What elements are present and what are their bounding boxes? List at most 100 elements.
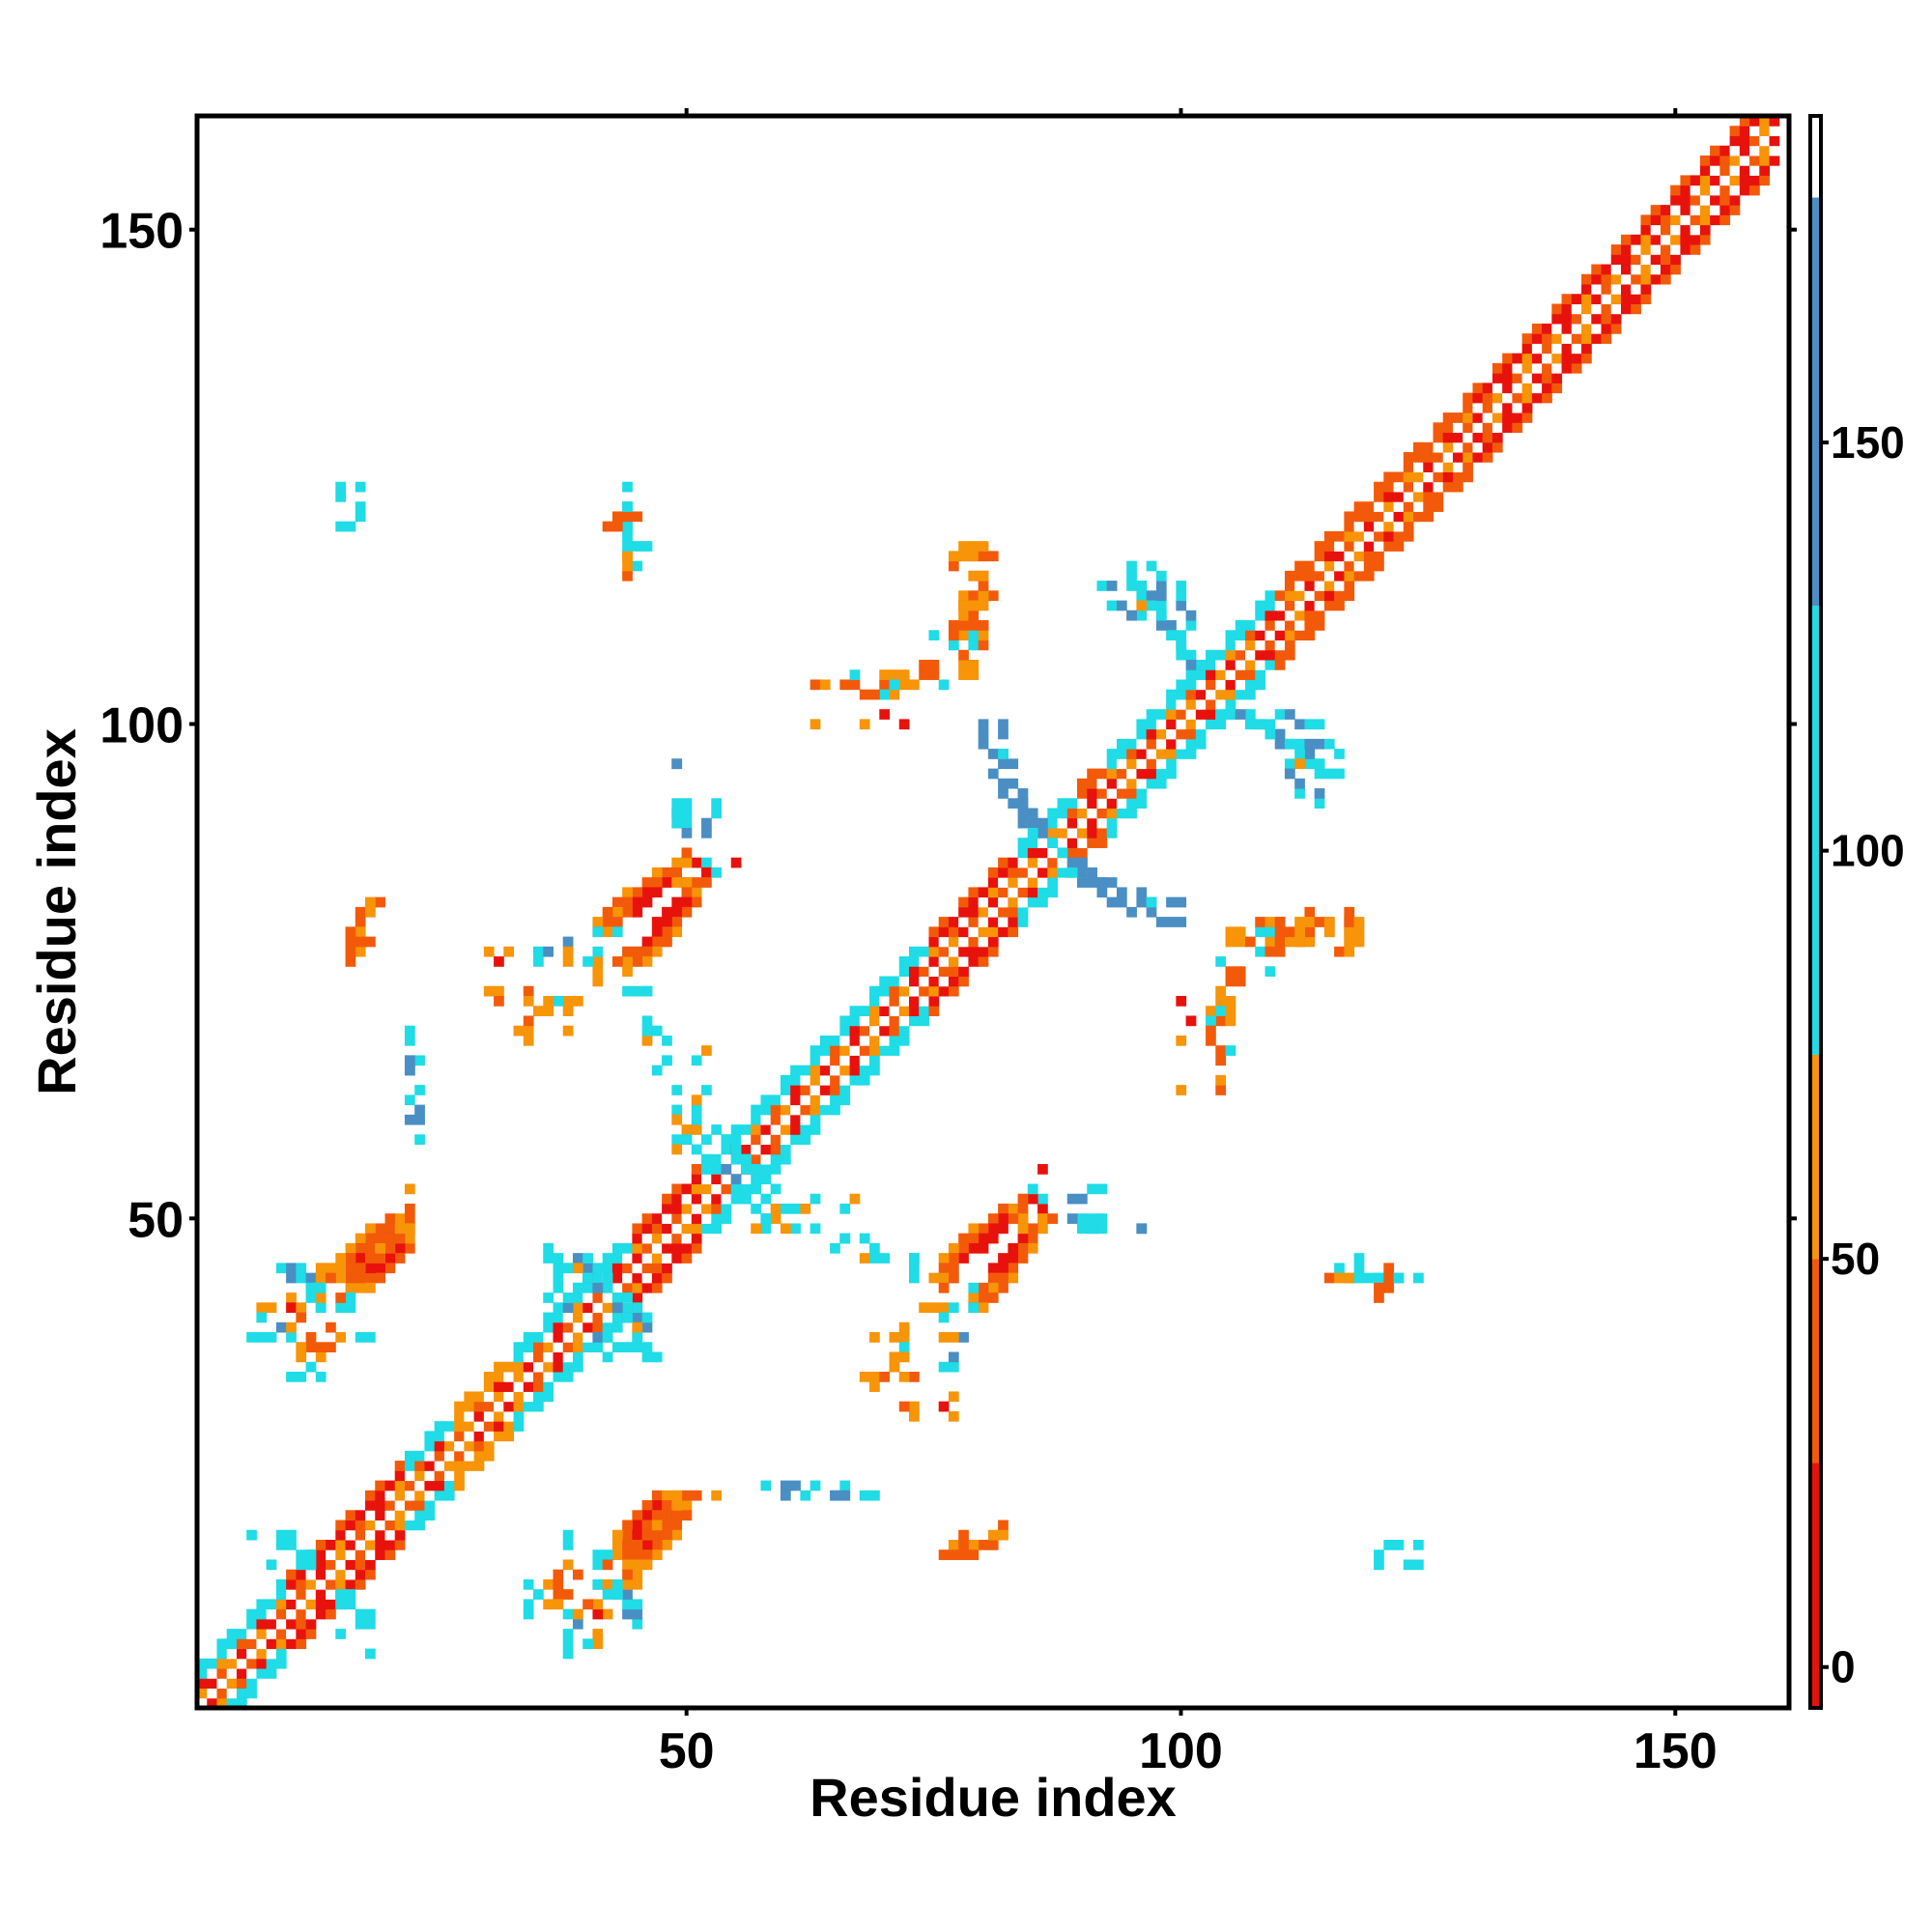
heatmap-cell <box>780 1094 791 1106</box>
heatmap-cell <box>1264 917 1276 927</box>
heatmap-cell <box>1699 165 1711 176</box>
heatmap-cell <box>1047 808 1059 819</box>
heatmap-cell <box>443 1440 455 1452</box>
y-tick-label: 100 <box>99 698 184 754</box>
heatmap-cell <box>938 1312 950 1323</box>
heatmap-cell <box>622 1520 633 1531</box>
heatmap-cell <box>454 1410 465 1422</box>
heatmap-cell <box>691 896 702 908</box>
heatmap-cell <box>1640 284 1652 295</box>
heatmap-cell <box>1719 145 1731 156</box>
heatmap-cell <box>355 1608 366 1620</box>
heatmap-cell <box>1403 1559 1414 1571</box>
heatmap-cell <box>424 1480 436 1492</box>
heatmap-cell <box>1502 412 1513 423</box>
heatmap-cell <box>1155 719 1167 730</box>
heatmap-cell <box>1185 610 1197 621</box>
heatmap-cell <box>275 1263 287 1274</box>
heatmap-cell <box>335 1293 347 1303</box>
heatmap-cell <box>908 996 920 1007</box>
heatmap-cell <box>1729 185 1741 196</box>
heatmap-cell <box>523 1371 534 1382</box>
heatmap-cell <box>1334 530 1345 542</box>
heatmap-cell <box>919 669 929 680</box>
heatmap-cell <box>958 630 969 641</box>
heatmap-cell <box>1225 996 1236 1007</box>
heatmap-cell <box>1176 1085 1187 1095</box>
heatmap-cell <box>1521 362 1533 374</box>
heatmap-cell <box>1433 481 1444 493</box>
heatmap-cell <box>1255 669 1265 680</box>
heatmap-cell <box>246 1529 257 1541</box>
heatmap-cell <box>1215 1045 1227 1056</box>
heatmap-cell <box>315 1589 327 1600</box>
heatmap-cell <box>207 1668 217 1679</box>
heatmap-cell <box>751 1124 761 1135</box>
heatmap-cell <box>1314 768 1325 780</box>
heatmap-cell <box>1650 264 1662 275</box>
heatmap-cell <box>1225 936 1236 948</box>
heatmap-cell <box>908 956 920 967</box>
heatmap-cell <box>562 946 574 957</box>
heatmap-cell <box>394 1223 406 1235</box>
heatmap-cell <box>968 1539 980 1550</box>
heatmap-cell <box>671 896 683 908</box>
heatmap-cell <box>1769 116 1780 127</box>
heatmap-cell <box>286 1638 297 1650</box>
heatmap-cell <box>1393 511 1405 523</box>
heatmap-cell <box>1146 600 1157 611</box>
heatmap-cell <box>681 1242 693 1254</box>
heatmap-cell <box>780 1114 791 1125</box>
heatmap-cell <box>662 1035 672 1046</box>
heatmap-cell <box>523 1401 534 1412</box>
heatmap-cell <box>562 1638 574 1650</box>
heatmap-cell <box>355 1242 366 1254</box>
heatmap-cell <box>1185 679 1197 691</box>
heatmap-cell <box>1215 719 1227 730</box>
heatmap-cell <box>938 926 950 938</box>
heatmap-cell <box>1047 847 1059 859</box>
heatmap-cell <box>711 1174 723 1184</box>
heatmap-cell <box>1235 926 1246 938</box>
heatmap-cell <box>1215 659 1227 670</box>
heatmap-cell <box>296 1559 307 1571</box>
heatmap-cell <box>1670 234 1681 245</box>
heatmap-cell <box>1512 362 1523 374</box>
heatmap-cell <box>582 956 593 967</box>
heatmap-cell <box>1215 1085 1227 1095</box>
heatmap-cell <box>651 1282 663 1293</box>
heatmap-cell <box>1374 521 1384 532</box>
heatmap-cell <box>1383 511 1395 523</box>
heatmap-cell <box>998 749 1009 759</box>
heatmap-cell <box>592 1608 604 1620</box>
heatmap-cell <box>671 1233 683 1244</box>
heatmap-cell <box>1166 620 1177 631</box>
heatmap-cell <box>246 1629 257 1639</box>
heatmap-cell <box>898 669 910 680</box>
heatmap-cell <box>958 976 969 987</box>
heatmap-cell <box>1670 214 1681 226</box>
heatmap-cell <box>938 956 950 967</box>
heatmap-cell <box>1353 551 1365 562</box>
heatmap-cell <box>681 1490 693 1501</box>
heatmap-cell <box>1551 353 1563 364</box>
heatmap-cell <box>1255 630 1265 641</box>
heatmap-cell <box>562 1589 574 1600</box>
heatmap-cell <box>651 867 663 878</box>
heatmap-cell <box>384 1490 396 1501</box>
heatmap-cell <box>365 1490 376 1501</box>
heatmap-cell <box>1472 402 1484 413</box>
heatmap-cell <box>1314 798 1325 810</box>
heatmap-cell <box>1066 847 1078 859</box>
heatmap-cell <box>1235 669 1246 680</box>
heatmap-cell <box>414 1510 425 1521</box>
heatmap-cell <box>958 917 969 927</box>
heatmap-cell <box>1413 501 1424 512</box>
heatmap-cell <box>730 1193 742 1205</box>
heatmap-cell <box>1096 827 1108 838</box>
heatmap-cell <box>1304 906 1316 918</box>
heatmap-cell <box>1719 185 1731 196</box>
heatmap-cell <box>1334 570 1345 582</box>
heatmap-cell <box>494 1410 504 1422</box>
heatmap-cell <box>641 956 653 967</box>
